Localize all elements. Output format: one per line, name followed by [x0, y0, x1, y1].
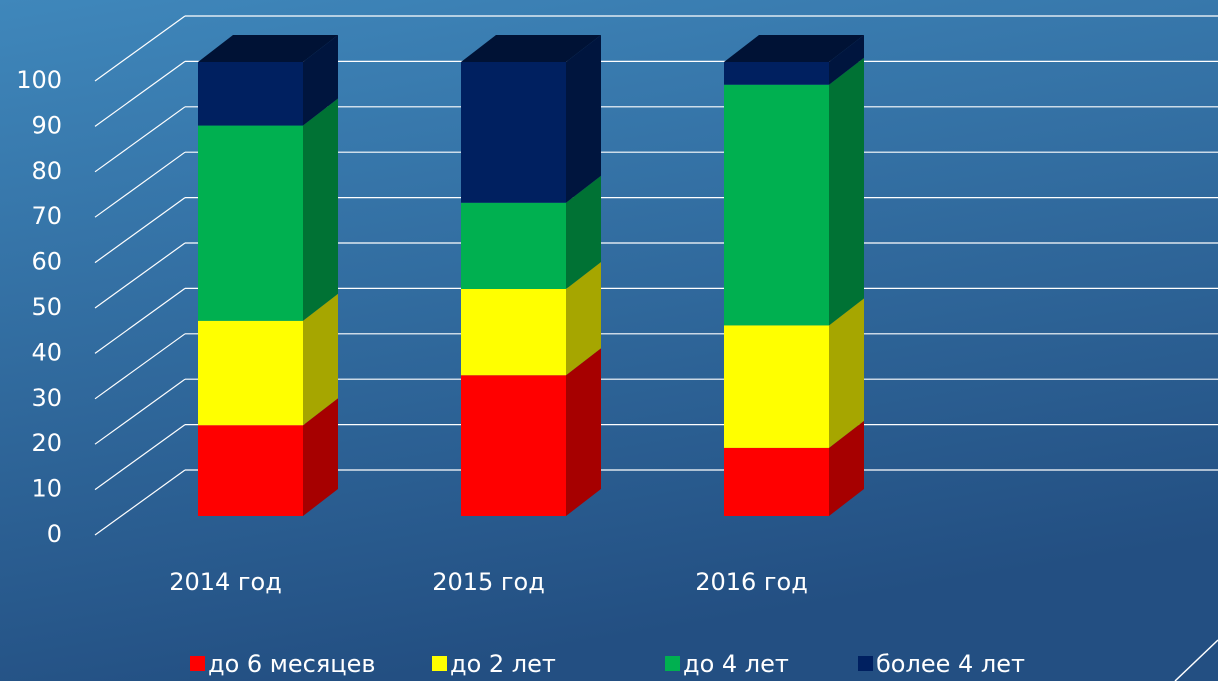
y-tick-label: 30 [31, 384, 62, 412]
legend-label: более 4 лет [876, 650, 1025, 678]
grid-line-depth [94, 151, 186, 218]
bar-top [461, 35, 601, 62]
y-tick-label: 10 [31, 475, 62, 503]
grid-line-depth [94, 60, 186, 127]
bar [724, 325, 829, 448]
bar-side [303, 35, 338, 126]
legend-swatch [665, 656, 680, 671]
x-tick-label: 2016 год [695, 568, 808, 596]
bar [461, 62, 566, 203]
y-tick-label: 70 [31, 202, 62, 230]
bar-side [303, 98, 338, 321]
bar-top [724, 35, 864, 62]
bar-side [566, 348, 601, 516]
legend-label: до 4 лет [683, 650, 789, 678]
legend-label: до 6 месяцев [208, 650, 376, 678]
bar [724, 62, 829, 85]
grid-line-depth [94, 469, 186, 536]
bar-side [303, 293, 338, 426]
y-tick-label: 100 [16, 66, 62, 94]
bar-side [829, 35, 864, 85]
bar [724, 84, 829, 326]
grid-line-depth [94, 15, 186, 82]
bar [198, 62, 303, 126]
bar-side [566, 175, 601, 289]
grid-line-depth [94, 378, 186, 445]
bar [198, 425, 303, 516]
bar-side [566, 35, 601, 203]
bar-top [198, 35, 338, 62]
grid-line-depth [94, 197, 186, 264]
bar-side [829, 420, 864, 516]
grid-line-depth [94, 333, 186, 400]
y-tick-label: 90 [31, 111, 62, 139]
y-tick-label: 0 [47, 520, 62, 548]
bar-side [566, 262, 601, 376]
bar [198, 320, 303, 426]
grid-line-depth [94, 424, 186, 491]
grid-line-depth [94, 242, 186, 309]
y-tick-label: 40 [31, 338, 62, 366]
grid-line-depth [94, 287, 186, 354]
x-tick-label: 2015 год [432, 568, 545, 596]
grid-line-depth [94, 106, 186, 173]
bar-side [829, 298, 864, 448]
y-tick-label: 80 [31, 157, 62, 185]
bar [724, 447, 829, 516]
y-tick-label: 20 [31, 429, 62, 457]
bar [461, 289, 566, 376]
legend-swatch [432, 656, 447, 671]
y-tick-label: 60 [31, 248, 62, 276]
y-tick-label: 50 [31, 293, 62, 321]
legend-swatch [858, 656, 873, 671]
bar [461, 375, 566, 516]
legend-label: до 2 лет [450, 650, 556, 678]
x-tick-label: 2014 год [169, 568, 282, 596]
bar-side [829, 57, 864, 326]
legend-swatch [190, 656, 205, 671]
bar [461, 202, 566, 289]
bar-side [303, 398, 338, 516]
decor-line [1174, 639, 1218, 681]
bar [198, 125, 303, 321]
